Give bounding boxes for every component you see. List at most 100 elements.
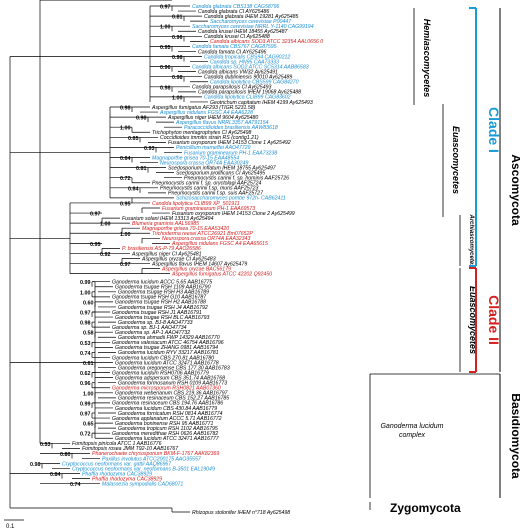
bootstrap-value: 0.74 (70, 482, 81, 488)
bootstrap-value: 0.98 (172, 75, 183, 81)
taxon-label: Aspergillus fumigatus ATCC 42202 Q92450 (171, 271, 272, 277)
bootstrap-value: 0.84 (50, 472, 61, 478)
bootstrap-value: 0.92 (100, 252, 111, 258)
taxon-label: Ganoderma tsugae RSH 1109 AAB16790 (115, 285, 211, 291)
taxon-label: Ganoderma tsugae RSH H3 AAB16789 (118, 290, 209, 296)
taxon-label: Candida tropicalis CBS94 CAG90212 (204, 54, 290, 60)
taxon-label: Aspergillus flavus NRRL3357 AAT91154 (175, 120, 269, 126)
clade-2-group: Clade II (469, 267, 502, 373)
taxon-label: Ganoderma resinaceum CBS 152.27 AAB16785 (118, 396, 229, 402)
archiascomycetes-group: Archiascomycetes (459, 213, 474, 268)
taxon-label: Neurospora crassa OR74A EAA30249 (160, 160, 248, 166)
bootstrap-value: 0.64 (120, 156, 131, 162)
bootstrap-value: 0.60 (83, 300, 94, 306)
taxon-label: Candida lipolytica CLIB99 XP_501911 (152, 201, 240, 207)
zygomycota-label: Zygomycota (390, 501, 461, 515)
taxon-label: Pneumocystis carinii f. sp. hominis AAF2… (184, 176, 289, 182)
taxon-label: Ganoderma lucidum ACCC 5.65 AAB16775 (112, 280, 212, 286)
taxon-label: Phanerochaete chrysosporium BKM-F-1767 A… (92, 451, 219, 457)
taxon-label: Scedosporium prolificans CI Ay625495 (176, 170, 265, 176)
taxon-label: Trichoderma reesei ATCC26921 Bm07652P (152, 231, 253, 237)
ganoderma-complex-label-line1: Ganoderma lucidum (380, 423, 443, 430)
bootstrap-value: 0.65 (83, 422, 94, 428)
bootstrap-value: 0.97 (90, 212, 101, 218)
taxon-label: Geotrichum capitatum IHEM 4199 Ay625493 (210, 100, 313, 106)
taxon-label: Aspergillus nidulans FGSC A4 EAA6228 (159, 110, 253, 116)
taxon-label: Fomitopsis pinicola ATCC 1 AAB16776 (72, 441, 162, 447)
taxon-label: Cryptococcus neoformans var. neoformans … (72, 466, 215, 472)
bootstrap-value: 0.81 (136, 166, 147, 172)
taxon-label: Ganoderma microsporum RSH0821 AAB07360 (112, 386, 221, 392)
taxon-label: Candida krusei CI Ay625488 (204, 34, 270, 40)
hemiascomycetes-label: Hemiascomycetes (422, 19, 432, 98)
bootstrap-value: 0.97 (80, 412, 91, 418)
taxon-label: Candida lipolytica CBS599 CAG84270 (210, 80, 299, 86)
taxon-label: Ganoderma fornicatum RSH 0814 AAB16774 (118, 411, 223, 417)
bootstrap-value: 0.64 (128, 186, 139, 192)
ascomycota-group: Ascomycota (499, 8, 520, 372)
bootstrap-value: 0.98 (120, 106, 131, 112)
ascomycota-label: Ascomycota (509, 154, 520, 226)
taxon-label: Ganoderma tropicum RSH 1102 AAB16795 (118, 426, 218, 432)
hemiascomycetes-group: Hemiascomycetes (413, 8, 432, 105)
bootstrap-value: 1.00 (100, 222, 111, 228)
taxon-label: Candida glabrata CBS138 CAG58796 (192, 4, 279, 10)
bootstrap-value: 0.97 (120, 262, 131, 268)
bootstrap-value: 0.95 (160, 45, 171, 51)
taxon-label: Ganoderma weberianum CBS 219.36 AAB16797 (115, 391, 229, 397)
bootstrap-value: 0.62 (80, 371, 91, 377)
taxon-label: Fusarium oxysporum IHEM 14153 Clone 2 Ay… (172, 211, 295, 217)
bootstrap-value: 0.99 (80, 280, 91, 286)
taxon-label: Aspergillus oryzae BAC56179 (161, 266, 231, 272)
taxon-label: Candida krusei IHEM 18455 Ay625487 (198, 29, 289, 35)
bootstrap-value: 0.74 (80, 351, 91, 357)
taxon-label: Aspergillus oryzae CI Ay625483 (141, 256, 216, 262)
taxon-label: Ganoderma tsugae RSH G10 AAB16787 (112, 295, 207, 301)
taxon-label: Paxillus involutus ATCC200175 AAO35557 (102, 456, 202, 462)
taxon-label: Blumeria graminis AAL56985 (132, 221, 199, 227)
taxon-label: Phaffia rhodozyma CAC38929 (82, 471, 152, 477)
taxon-label: Ganoderma formosanum RSH 0109 AAB16773 (118, 381, 227, 387)
bootstrap-value: 0.53 (80, 341, 91, 347)
taxon-label: Ganoderma meredithae RSH 0626 AAB16782 (112, 431, 218, 437)
taxon-label: Candida lipolytica CLIB99 CAG83602 (204, 95, 291, 101)
taxon-label: Candida famata CI AY625496 (198, 49, 266, 55)
taxon-label: Ganoderma resinaceum CBS 194.76 AAB16786 (112, 401, 223, 407)
bootstrap-value: 0.80 (60, 452, 71, 458)
bootstrap-value: 0.98 (160, 85, 171, 91)
bootstrap-value: 0.72 (80, 432, 91, 438)
taxon-label: Saccharomyces cerevisiae P00447 (210, 19, 292, 25)
bootstrap-value: 0.96 (160, 65, 171, 71)
basidiomycota-label: Basidiomycota (509, 393, 520, 479)
euascomycetes-top-group: Euascomycetes (442, 104, 461, 217)
taxon-label: Candida albicans SOD2 ATCC SC5314 AAB865… (192, 64, 309, 70)
euascomycetes-top-label: Euascomycetes (451, 126, 461, 194)
taxon-label: Ganoderma tsugae RSH J1 AAB16791 (112, 310, 202, 316)
bootstrap-value: 0.95 (120, 201, 131, 207)
taxon-label: Cryptococcus neoformans var. gattii AAQ8… (62, 461, 172, 467)
bootstrap-value: 0.53 (40, 442, 51, 448)
bootstrap-value: 0.58 (83, 331, 94, 337)
taxon-label: Paracoccidioides brasiliensis AAW83618 (184, 125, 278, 131)
bootstrap-value: 1.00 (120, 232, 131, 238)
taxon-label: Penicillium marneffei AAO47729 (176, 145, 251, 151)
taxon-label: Ganoderma boninense RSH 95 AAB16771 (115, 421, 214, 427)
taxon-label: Candida dubliniensis 90010 Ay625489 (204, 75, 292, 81)
taxon-label: Pneumocystis carinii f.sp. suis AAF25727 (168, 191, 264, 197)
bootstrap-value: 0.98 (80, 321, 91, 327)
taxon-label: Aspergillus nidulans FGSC A4 EAA65615 (171, 241, 268, 247)
taxon-label: Magnaporthe grisea 70-15 EAA53420 (142, 226, 229, 232)
scale-bar-label: 0.1 (6, 524, 15, 530)
taxon-label: Phaffia rhodozyma CAC38929 (92, 476, 162, 482)
taxon-label: Ganoderma lucidum CBS 270.81 AAB16780 (112, 355, 214, 361)
tree-branches (9, 0, 208, 513)
taxon-label: Candida glabrata IHEM 19281 Ay625485 (204, 14, 298, 20)
taxon-label: Candida parapsilosis CI Ay625493 (192, 85, 271, 91)
bootstrap-value: 0.99 (80, 401, 91, 407)
scale-bar: 0.1 (4, 519, 24, 530)
bootstrap-value: 0.96 (80, 381, 91, 387)
taxon-label: Fusarium oxysporum IHEM 14153 Clone 1 Ay… (168, 140, 291, 146)
bootstrap-value: 1.00 (83, 391, 94, 397)
taxon-label: P. brasiliensis AS-P-79 AAO26586 (122, 246, 201, 252)
clade-2-label: Clade II (486, 295, 502, 345)
